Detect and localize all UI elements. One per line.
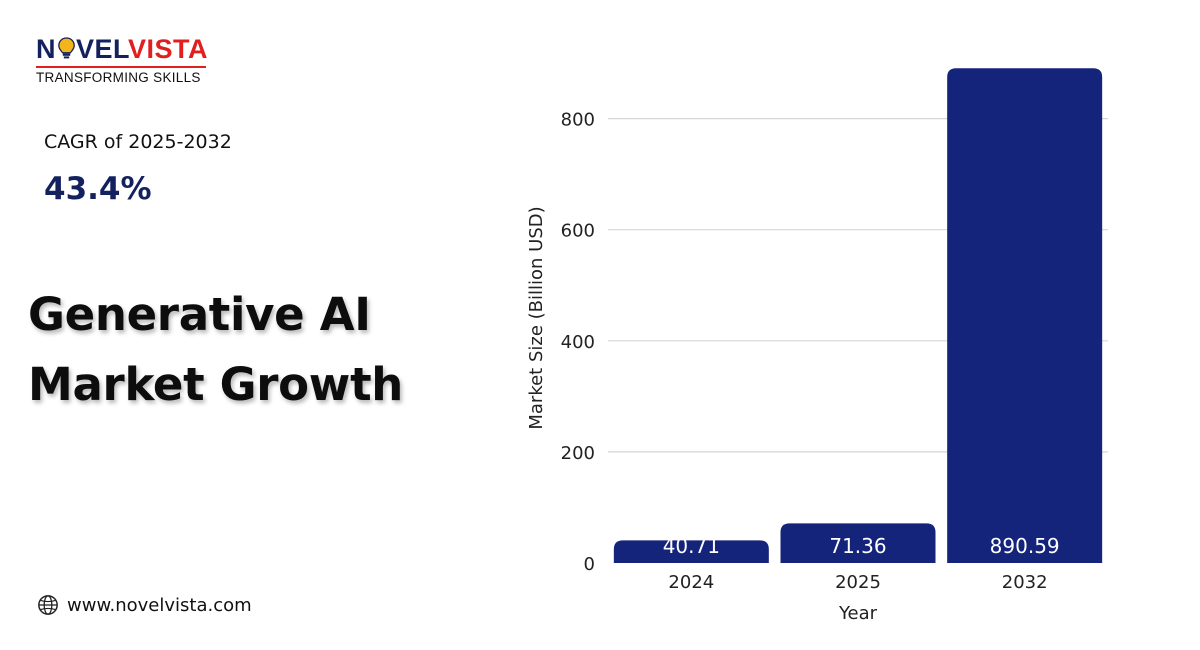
y-tick-label: 400 xyxy=(561,332,595,353)
website-text[interactable]: www.novelvista.com xyxy=(67,594,252,616)
y-tick-label: 200 xyxy=(561,443,595,464)
bars: 40.71 71.36 890.59 xyxy=(613,68,1103,563)
y-tick-label: 800 xyxy=(561,110,595,131)
x-axis-title: Year xyxy=(838,603,878,624)
cagr-value: 43.4% xyxy=(44,171,152,207)
y-axis-title: Market Size (Billion USD) xyxy=(526,206,547,429)
x-tick-label: 2032 xyxy=(1002,572,1048,593)
x-tick-label: 2024 xyxy=(668,572,714,593)
bar-value-label: 890.59 xyxy=(990,534,1060,558)
y-axis-ticks: 0 200 400 600 800 xyxy=(561,110,595,575)
bar-2025 xyxy=(780,523,936,563)
globe-icon xyxy=(38,595,58,615)
logo-divider xyxy=(36,66,206,68)
y-tick-label: 600 xyxy=(561,221,595,242)
bulb-icon xyxy=(57,37,75,59)
x-tick-label: 2025 xyxy=(835,572,881,593)
y-tick-label: 0 xyxy=(584,554,595,575)
brand-logo: N VELVISTA TRANSFORMING SKILLS xyxy=(36,34,208,85)
page-title: Generative AI Market Growth xyxy=(28,280,403,420)
title-line-1: Generative AI xyxy=(28,288,371,341)
logo-wordmark: N VELVISTA xyxy=(36,34,209,64)
bar-2024 xyxy=(613,540,769,563)
title-line-2: Market Growth xyxy=(28,358,404,411)
website-link[interactable]: www.novelvista.com xyxy=(37,594,252,616)
x-axis-ticks: 2024 2025 2032 xyxy=(668,572,1047,593)
bar-value-label: 40.71 xyxy=(663,534,720,558)
cagr-label: CAGR of 2025-2032 xyxy=(44,131,232,153)
bar-2032 xyxy=(947,68,1103,563)
bar-value-label: 71.36 xyxy=(829,534,886,558)
logo-tagline: TRANSFORMING SKILLS xyxy=(36,70,201,85)
